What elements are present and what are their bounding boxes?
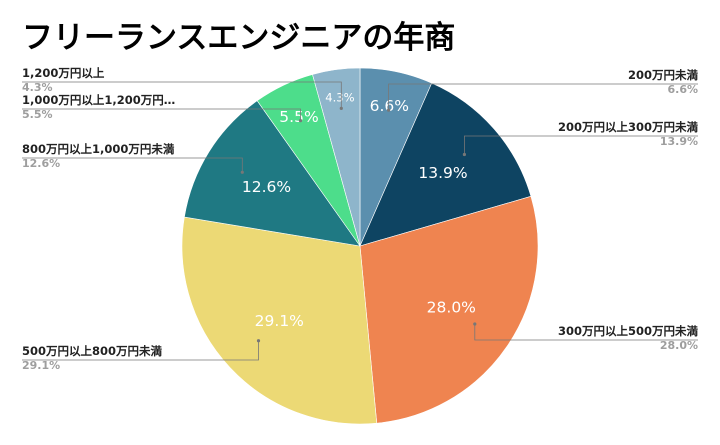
slice-value-label: 5.5%	[279, 108, 318, 126]
leader-line	[463, 135, 698, 155]
pie-slice	[181, 216, 378, 425]
legend-percent-label: 29.1%	[22, 359, 60, 372]
leader-dot	[339, 106, 343, 110]
leader-line	[22, 81, 342, 109]
legend-percent-label: 5.5%	[22, 108, 53, 121]
leader-line	[22, 340, 259, 361]
pie-slice	[359, 195, 539, 424]
legend-percent-label: 4.3%	[22, 81, 53, 94]
leader-dot	[473, 322, 477, 326]
leader-dot	[240, 170, 244, 174]
pie-slice	[359, 82, 532, 247]
pie-slice	[184, 100, 361, 247]
legend-layer: 200万円未満6.6%200万円以上300万円未満13.9%300万円以上500…	[22, 66, 698, 372]
chart-title: フリーランスエンジニアの年商	[22, 20, 455, 56]
legend-category-label: 200万円以上300万円未満	[558, 120, 699, 134]
leader-line	[388, 83, 698, 111]
leader-dot	[298, 119, 303, 123]
slice-value-label: 28.0%	[427, 299, 476, 317]
slice-labels-layer: 6.6% 13.9% 28.0% 29.1% 12.6% 5.5% 4.3%	[242, 90, 476, 329]
leader-line	[474, 324, 698, 341]
pie-slice	[312, 67, 361, 247]
leader-lines-layer	[22, 81, 698, 361]
slice-value-label: 12.6%	[242, 178, 291, 196]
legend-category-label: 800万円以上1,000万円未満	[22, 142, 175, 156]
leader-line	[22, 108, 301, 121]
legend-category-label: 500万円以上800万円未満	[22, 344, 163, 358]
slice-value-label: 13.9%	[418, 164, 467, 182]
leader-line	[22, 157, 243, 173]
leader-dot	[256, 339, 261, 343]
slice-value-label: 6.6%	[370, 97, 409, 115]
legend-percent-label: 12.6%	[22, 157, 60, 170]
slice-value-label: 29.1%	[255, 312, 304, 330]
leader-dot	[387, 108, 391, 112]
slices-layer	[181, 67, 539, 425]
slice-value-label: 4.3%	[325, 90, 354, 104]
legend-percent-label: 13.9%	[660, 135, 698, 148]
legend-category-label: 300万円以上500万円未満	[558, 324, 699, 338]
legend-category-label: 1,000万円以上1,200万円…	[22, 93, 175, 107]
legend-percent-label: 28.0%	[660, 339, 698, 352]
legend-category-label: 200万円未満	[628, 68, 699, 82]
leader-dot	[462, 152, 466, 157]
legend-percent-label: 6.6%	[667, 83, 698, 96]
legend-category-label: 1,200万円以上	[22, 66, 105, 80]
